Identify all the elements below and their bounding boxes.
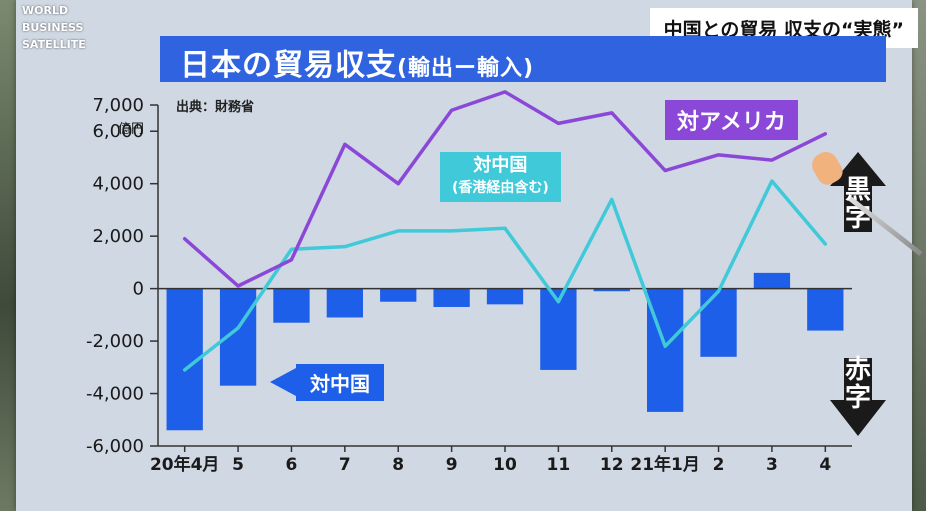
x-tick-label: 9 [446,455,458,475]
china-bar [486,288,524,305]
broadcaster-line-1: WORLD [22,4,69,17]
china-bar-label-pointer [270,368,296,396]
series-lines [182,90,828,372]
x-axis: 20年4月 5 6 7 8 9 10 11 12 21年1月 2 3 4 [150,446,831,475]
x-tick-label: 10 [493,455,517,475]
deficit-label: 赤字 [844,355,871,413]
china-line-label-main: 対中国 [473,155,528,176]
presentation-board [16,0,912,511]
usa-line [182,90,828,288]
y-tick-label: -2,000 [86,331,144,352]
y-axis: 7,000 6,000 4,000 2,000 0 -2,000 -4,000 -6,000 [86,95,159,457]
x-tick-label: 6 [286,455,298,475]
y-axis-unit: 億円 [118,122,145,137]
china-line-label-note: (香港経由含む) [452,180,549,196]
china-bar-series-label: 対中国 [296,364,384,401]
x-tick-label: 21年1月 [630,454,700,475]
china-bar [433,288,470,307]
broadcaster-line-2: BUSINESS [22,21,84,34]
x-tick-label: 3 [766,455,778,475]
chart-title-sub: (輸出ー輸入) [397,56,535,81]
china-bar [326,288,363,318]
usa-series-label: 対アメリカ [665,100,798,140]
y-tick-label: 0 [133,279,144,300]
china-bar [753,272,791,289]
china-hk-line [182,179,828,372]
x-tick-label: 12 [600,455,624,475]
x-tick-label: 2 [713,455,725,475]
y-tick-label: 4,000 [92,174,144,195]
china-bar [273,288,310,323]
x-tick-label: 20年4月 [150,454,220,475]
y-tick-label: 7,000 [92,95,144,116]
china-bar [700,288,737,357]
y-tick-label: 6,000 [92,121,144,142]
x-tick-label: 11 [547,455,571,475]
x-tick-label: 7 [339,455,351,475]
broadcaster-logo: WORLD BUSINESS SATELLITE [22,2,86,53]
china-bar [380,288,417,302]
x-tick-label: 8 [392,455,404,475]
x-tick-label: 5 [232,455,244,475]
china-line-series-label: 対中国 (香港経由含む) [440,152,561,202]
chart-title-main: 日本の貿易収支 [180,48,397,83]
deficit-arrow [830,358,886,436]
studio-backdrop-left [0,0,20,511]
chart-title: 日本の貿易収支(輸出ー輸入) [180,40,534,84]
data-source: 出典：財務省 [176,100,255,115]
surplus-label: 黒字 [844,175,871,233]
china-bar [807,288,844,331]
y-tick-label: -6,000 [86,436,144,457]
y-tick-label: -4,000 [86,384,144,405]
y-tick-label: 2,000 [92,226,144,247]
china-bars [166,272,844,431]
x-tick-label: 4 [819,455,831,475]
chart-title-banner [160,36,886,82]
broadcaster-line-3: SATELLITE [22,38,86,51]
china-bar [593,288,630,292]
